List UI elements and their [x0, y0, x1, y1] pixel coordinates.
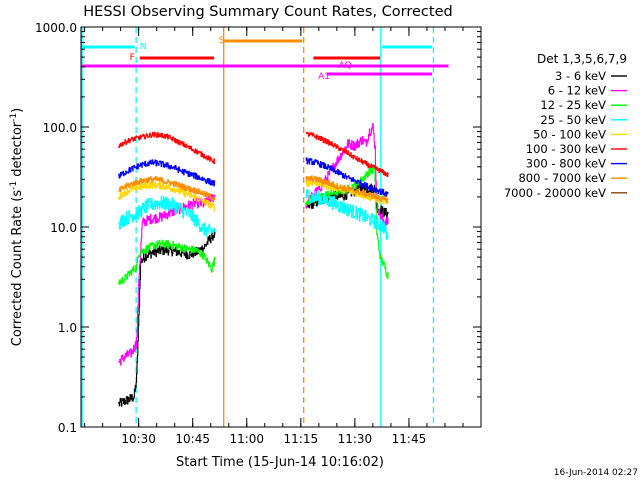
y-tick-label: 1000.0	[35, 21, 77, 35]
series-line	[118, 176, 216, 201]
y-axis-ticks: 0.1 1.0 10.0 100.0 1000.0	[35, 21, 481, 435]
legend-entry-label: 7000 - 20000 keV	[504, 186, 606, 200]
series-line	[118, 195, 216, 237]
flag-label: A1	[318, 72, 330, 82]
series-line	[305, 131, 389, 177]
y-axis-label: Corrected Count Rate (s-1 detector-1)	[9, 108, 25, 346]
x-tick-label: 11:15	[284, 432, 319, 446]
plot-area: N S F AQ A1	[81, 27, 449, 427]
series-line	[305, 189, 389, 240]
legend-entry-label: 3 - 6 keV	[555, 69, 606, 83]
x-axis-ticks: 10:30 10:45 11:00 11:15 11:30 11:45	[84, 27, 482, 446]
series-line	[118, 239, 216, 285]
series-line	[118, 131, 216, 165]
flag-bar-segment	[224, 39, 303, 43]
x-axis-label: Start Time (15-Jun-14 10:16:02)	[176, 455, 384, 470]
flag-label: AQ	[339, 61, 352, 71]
flag-label: N	[140, 42, 147, 52]
y-tick-label: 10.0	[50, 221, 77, 235]
chart-title: HESSI Observing Summary Count Rates, Cor…	[83, 4, 452, 20]
legend-title: Det 1,3,5,6,7,9	[537, 52, 627, 66]
flag-bar-segment	[82, 64, 449, 68]
flag-bar-segment	[326, 72, 432, 76]
x-tick-label: 10:30	[121, 432, 156, 446]
flag-bar-segment	[313, 56, 381, 60]
series-line	[305, 175, 389, 204]
y-tick-label: 100.0	[43, 121, 77, 135]
legend-entry-label: 50 - 100 keV	[533, 127, 606, 141]
plot-frame	[80, 26, 482, 428]
legend-entry-label: 25 - 50 keV	[540, 113, 606, 127]
series-line	[305, 123, 389, 227]
legend-entry-label: 12 - 25 keV	[540, 98, 606, 112]
y-tick-label: 1.0	[58, 321, 77, 335]
series-line	[118, 193, 216, 366]
flag-bar-segment	[349, 64, 351, 68]
flag-bar-segment	[382, 45, 432, 49]
x-tick-label: 11:00	[229, 432, 264, 446]
flag-bar-segment	[82, 45, 135, 49]
x-tick-label: 11:30	[338, 432, 373, 446]
legend-entry-label: 100 - 300 keV	[526, 142, 606, 156]
series-line	[118, 159, 216, 187]
legend-entry-label: 6 - 12 keV	[548, 84, 606, 98]
flag-bar-segment	[367, 64, 369, 68]
flag-label: F	[130, 53, 135, 63]
legend-entry-label: 300 - 800 keV	[526, 157, 606, 171]
x-tick-label: 10:45	[175, 432, 210, 446]
flag-label: S	[219, 36, 225, 46]
flag-bar-segment	[358, 64, 360, 68]
footer-timestamp: 16-Jun-2014 02:27	[554, 468, 638, 478]
x-tick-label: 11:45	[392, 432, 427, 446]
flag-bar-segment	[374, 64, 377, 68]
flag-bar-segment	[139, 56, 214, 60]
legend-entry-label: 800 - 7000 keV	[518, 171, 606, 185]
series-line	[305, 157, 389, 197]
y-tick-label: 0.1	[58, 421, 77, 435]
